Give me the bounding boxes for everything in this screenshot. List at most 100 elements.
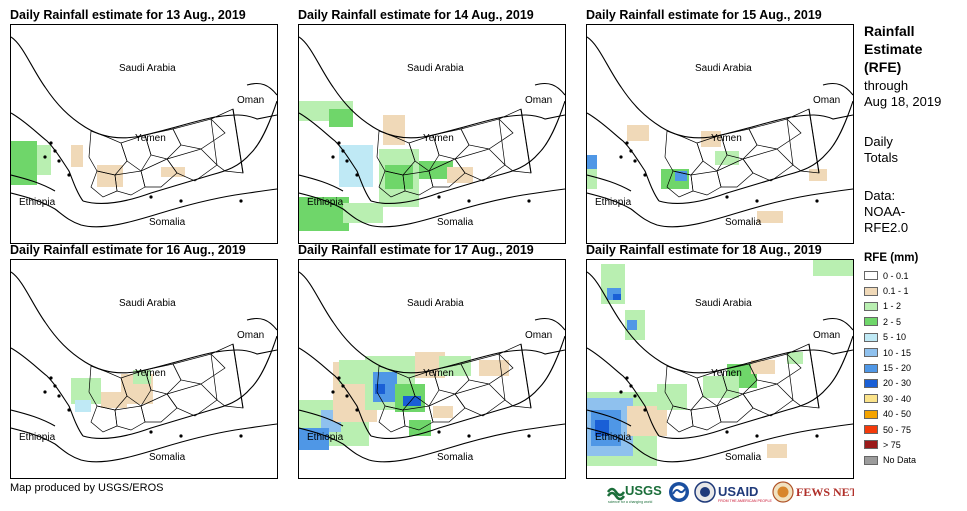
governorate-boundary <box>498 108 532 174</box>
panel-title: Daily Rainfall estimate for 13 Aug., 201… <box>10 8 246 22</box>
island-mark <box>43 390 47 394</box>
island-mark <box>625 141 629 145</box>
map-label-yemen: Yemen <box>135 133 166 144</box>
legend-swatch <box>864 363 878 373</box>
island-mark <box>149 430 153 434</box>
rainfall-patch <box>613 294 621 300</box>
map-label-ethiopia: Ethiopia <box>595 197 632 208</box>
island-mark <box>57 394 61 398</box>
island-mark <box>43 155 47 159</box>
rainfall-map: Saudi Arabia Oman Yemen Ethiopia Somalia <box>298 24 566 244</box>
governorate-boundary <box>210 108 244 174</box>
legend-label: 20 - 30 <box>883 378 912 389</box>
island-mark <box>331 390 335 394</box>
rainfall-patch <box>133 370 151 384</box>
island-mark <box>643 408 647 412</box>
rainfall-patch <box>71 145 83 167</box>
governorate-boundary <box>120 134 152 172</box>
rainfall-patch <box>587 155 597 169</box>
island-mark <box>239 434 243 438</box>
governorate-boundary <box>716 393 754 423</box>
legend-item: 10 - 15 <box>864 345 918 360</box>
rainfall-patch <box>97 165 123 187</box>
rainfall-patch <box>403 396 421 406</box>
panel-title: Daily Rainfall estimate for 16 Aug., 201… <box>10 243 246 257</box>
usgs-text: USGS <box>625 483 662 498</box>
governorate-boundary <box>432 128 470 160</box>
fews-net-text: FEWS NET <box>796 485 854 499</box>
usgs-tagline: science for a changing world <box>608 500 652 504</box>
boundary-line <box>370 335 565 439</box>
island-mark <box>179 434 183 438</box>
governorate-boundary <box>498 343 532 409</box>
boundary-line <box>658 335 853 439</box>
map-label-oman: Oman <box>525 95 553 106</box>
island-mark <box>643 173 647 177</box>
map-canvas <box>587 36 853 228</box>
governorate-boundary <box>114 170 146 196</box>
governorate-boundary <box>454 148 506 182</box>
island-mark <box>629 384 633 388</box>
boundary-line <box>370 100 565 204</box>
rainfall-patch <box>37 145 51 175</box>
governorate-boundary <box>720 128 758 160</box>
rainfall-patch <box>627 320 637 330</box>
island-mark <box>345 159 349 163</box>
rainfall-patch <box>787 352 803 364</box>
boundary-line <box>11 174 56 192</box>
governorate-boundary <box>120 369 152 407</box>
map-label-saudi: Saudi Arabia <box>695 63 752 74</box>
rainfall-patch <box>71 378 101 404</box>
island-mark <box>725 430 729 434</box>
boundary-line <box>299 112 372 202</box>
boundary-line <box>11 271 277 374</box>
rainfall-patch <box>339 360 369 384</box>
governorate-boundary <box>90 170 118 198</box>
rainfall-panel-3: Daily Rainfall estimate for 15 Aug., 201… <box>586 8 854 244</box>
governorate-boundary <box>144 128 182 160</box>
map-label-saudi: Saudi Arabia <box>407 298 464 309</box>
legend-heading: Rainfall Estimate (RFE) <box>864 23 923 75</box>
boundary-line <box>587 271 853 374</box>
legend-item: 5 - 10 <box>864 330 918 345</box>
governorate-boundary <box>140 158 178 188</box>
governorate-boundary <box>696 134 728 172</box>
legend-label: 50 - 75 <box>883 424 912 435</box>
legend-label: 1 - 2 <box>883 301 902 312</box>
legend-swatch <box>864 286 878 296</box>
legend-swatch <box>864 394 878 404</box>
island-mark <box>345 394 349 398</box>
map-label-somalia: Somalia <box>149 217 186 228</box>
legend-swatch <box>864 378 878 388</box>
island-mark <box>67 408 71 412</box>
governorate-boundary <box>460 353 514 385</box>
rainfall-panel-6: Daily Rainfall estimate for 18 Aug., 201… <box>586 243 854 479</box>
map-label-yemen: Yemen <box>423 133 454 144</box>
governorate-boundary <box>786 343 820 409</box>
boundary-line <box>82 335 277 439</box>
island-mark <box>239 199 243 203</box>
period-text: through Aug 18, 2019 <box>864 78 942 109</box>
boundary-line <box>11 112 84 202</box>
rainfall-map: Saudi Arabia Oman Yemen Ethiopia Somalia <box>10 24 278 244</box>
governorate-boundary <box>166 383 218 417</box>
island-mark <box>815 199 819 203</box>
boundary-line <box>587 409 632 427</box>
governorate-boundary <box>666 405 694 433</box>
map-label-ethiopia: Ethiopia <box>19 197 56 208</box>
governorate-boundary <box>144 363 182 395</box>
rainfall-patch <box>419 161 453 179</box>
map-label-oman: Oman <box>813 95 841 106</box>
rainfall-panel-2: Daily Rainfall estimate for 14 Aug., 201… <box>298 8 566 244</box>
boundary-line <box>11 188 277 228</box>
island-mark <box>527 199 531 203</box>
map-label-yemen: Yemen <box>135 368 166 379</box>
governorate-boundary <box>432 363 470 395</box>
governorate-boundary <box>402 405 434 431</box>
map-canvas <box>11 36 277 228</box>
governorate-boundary <box>696 369 728 407</box>
boundary-line <box>587 423 853 463</box>
rainfall-patch <box>715 151 739 165</box>
legend-title: RFE (mm) <box>864 252 919 264</box>
rainfall-map: Saudi Arabia Oman Yemen Ethiopia Somalia <box>10 259 278 479</box>
